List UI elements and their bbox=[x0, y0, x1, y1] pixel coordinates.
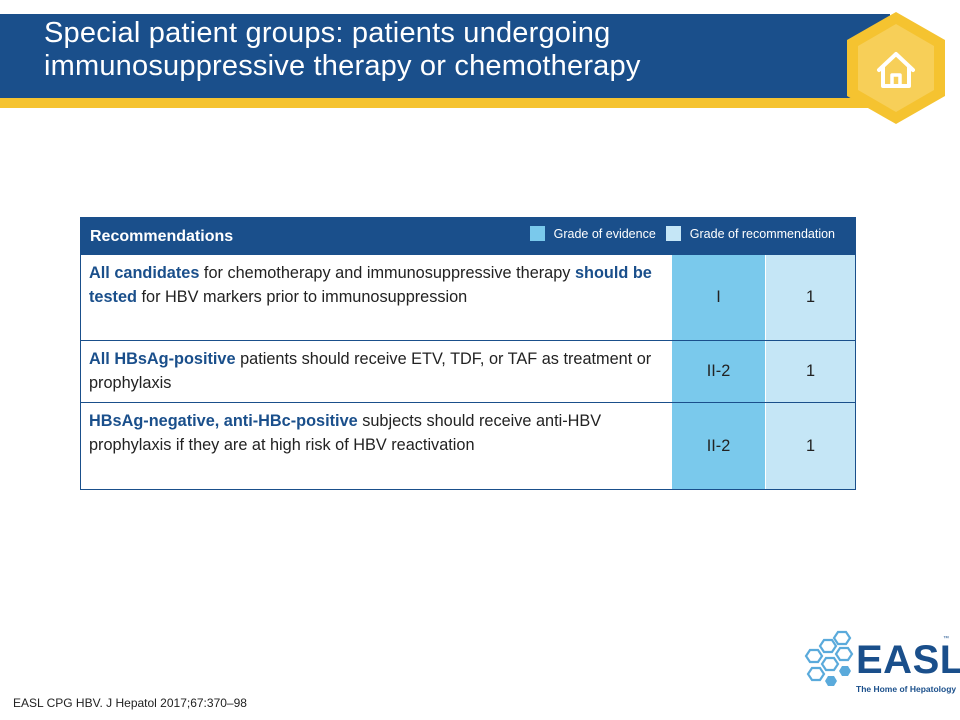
easl-logo: EASL ™ The Home of Hepatology bbox=[800, 628, 960, 710]
grade-evidence-cell: II-2 bbox=[671, 403, 765, 489]
legend-label-evidence: Grade of evidence bbox=[553, 226, 656, 241]
recommendation-text-segment: patients should receive ETV, TDF, or TAF… bbox=[89, 350, 652, 392]
grade-recommendation-cell: 1 bbox=[765, 403, 855, 489]
table-heading: Recommendations bbox=[90, 228, 234, 245]
page-title-line-1: Special patient groups: patients undergo… bbox=[44, 17, 611, 49]
logo-wordmark: EASL bbox=[856, 638, 960, 682]
grade-evidence-cell: II-2 bbox=[671, 341, 765, 402]
grade-legend: Grade of evidence Grade of recommendatio… bbox=[520, 226, 835, 241]
legend-item-evidence: Grade of evidence bbox=[529, 226, 656, 241]
table-header: Recommendations Grade of evidence Grade … bbox=[81, 218, 855, 254]
recommendation-emphasis: should be tested bbox=[89, 264, 652, 306]
header-bar bbox=[0, 14, 890, 98]
table-row: All candidates for chemotherapy and immu… bbox=[81, 254, 855, 340]
table-row: All HBsAg-positive patients should recei… bbox=[81, 340, 855, 402]
logo-trademark: ™ bbox=[943, 636, 949, 642]
home-button[interactable] bbox=[843, 10, 949, 126]
page-title-line-2: immunosuppressive therapy or chemotherap… bbox=[44, 50, 641, 82]
legend-label-recommendation: Grade of recommendation bbox=[689, 226, 835, 241]
legend-swatch-evidence bbox=[529, 226, 545, 241]
legend-item-recommendation: Grade of recommendation bbox=[665, 226, 835, 241]
home-icon bbox=[847, 12, 945, 124]
recommendation-emphasis: All candidates bbox=[89, 264, 200, 282]
recommendation-text-segment: subjects should receive anti-HBV prophyl… bbox=[89, 412, 602, 454]
grade-recommendation-cell: 1 bbox=[765, 341, 855, 402]
easl-hex-cluster-icon bbox=[804, 630, 854, 686]
logo-tagline: The Home of Hepatology bbox=[856, 684, 957, 694]
recommendation-text-segment: for chemotherapy and immunosuppressive t… bbox=[199, 264, 575, 282]
table-row: HBsAg-negative, anti-HBc-positive subjec… bbox=[81, 402, 855, 489]
citation: EASL CPG HBV. J Hepatol 2017;67:370–98 bbox=[13, 696, 247, 710]
recommendation-text: HBsAg-negative, anti-HBc-positive subjec… bbox=[81, 403, 671, 489]
recommendation-emphasis: HBsAg-negative, anti-HBc-positive bbox=[89, 412, 358, 430]
recommendation-emphasis: All HBsAg-positive bbox=[89, 350, 236, 368]
legend-swatch-recommendation bbox=[665, 226, 681, 241]
recommendations-table: Recommendations Grade of evidence Grade … bbox=[80, 217, 856, 490]
recommendation-text: All HBsAg-positive patients should recei… bbox=[81, 341, 671, 402]
grade-recommendation-cell: 1 bbox=[765, 255, 855, 340]
recommendation-text-segment: for HBV markers prior to immunosuppressi… bbox=[136, 288, 468, 306]
page-title: Special patient groups: patients undergo… bbox=[44, 17, 834, 83]
header-accent-stripe bbox=[0, 98, 888, 108]
recommendation-text: All candidates for chemotherapy and immu… bbox=[81, 255, 671, 340]
grade-evidence-cell: I bbox=[671, 255, 765, 340]
